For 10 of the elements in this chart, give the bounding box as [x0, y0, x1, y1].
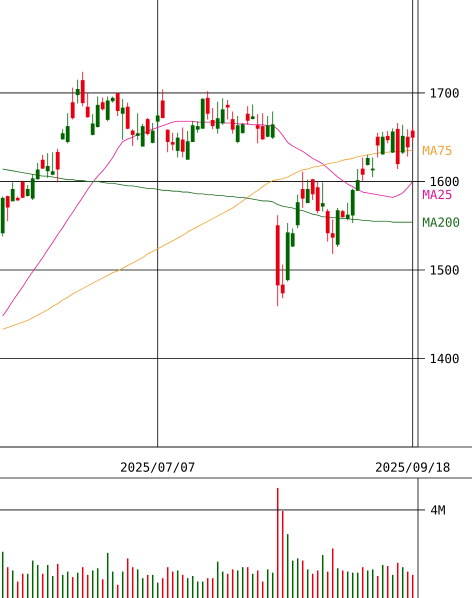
y-tick-label: 1600: [430, 176, 459, 186]
series-label: MA75: [422, 146, 452, 156]
y-tick-label: 1700: [430, 88, 459, 98]
series-label: MA25: [422, 190, 452, 200]
x-tick-label: 2025/07/07: [120, 462, 194, 473]
y-tick-label: 1400: [430, 354, 459, 364]
x-tick-label: 2025/09/18: [376, 462, 450, 473]
y-tick-label: 1500: [430, 265, 459, 275]
ref-line-label: 4M: [431, 505, 445, 514]
series-label: MA200: [422, 217, 460, 227]
